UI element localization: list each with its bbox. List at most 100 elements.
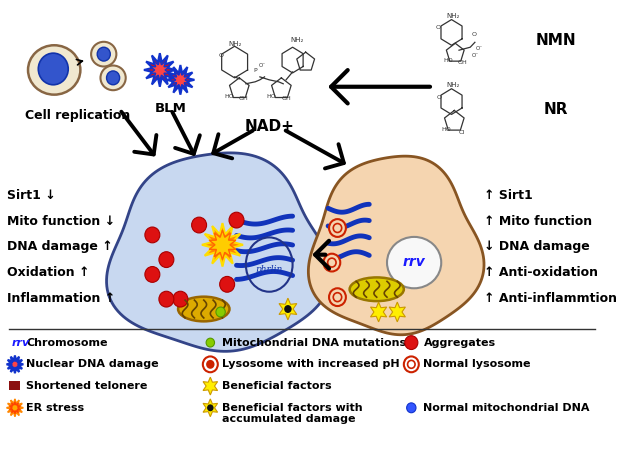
Text: O: O — [472, 33, 476, 38]
Text: O: O — [437, 95, 442, 99]
Text: rrv: rrv — [11, 338, 29, 348]
Polygon shape — [106, 153, 331, 351]
Text: Lysosome with increased pH: Lysosome with increased pH — [223, 360, 400, 369]
Text: O: O — [219, 53, 224, 58]
Circle shape — [203, 356, 218, 372]
Text: Cell replication: Cell replication — [25, 109, 130, 122]
Bar — [10, 381, 20, 390]
Text: Normal mitochondrial DNA: Normal mitochondrial DNA — [424, 403, 590, 413]
Polygon shape — [150, 59, 170, 81]
Text: Aggregates: Aggregates — [424, 338, 495, 348]
Circle shape — [333, 293, 342, 302]
Text: ↑ Anti-oxidation: ↑ Anti-oxidation — [484, 266, 598, 279]
Ellipse shape — [100, 65, 125, 90]
Circle shape — [206, 360, 214, 369]
Text: phrlin: phrlin — [255, 265, 283, 274]
Circle shape — [404, 356, 419, 372]
Circle shape — [229, 212, 244, 228]
Text: OH: OH — [281, 96, 291, 101]
Circle shape — [404, 336, 418, 349]
Text: Mito function ↓: Mito function ↓ — [8, 215, 116, 228]
Ellipse shape — [28, 45, 81, 95]
Text: DNA damage ↑: DNA damage ↑ — [8, 240, 113, 253]
Text: O⁻: O⁻ — [471, 53, 479, 58]
Text: ER stress: ER stress — [26, 403, 84, 413]
Circle shape — [333, 224, 342, 233]
Polygon shape — [209, 230, 236, 260]
Circle shape — [38, 53, 68, 85]
Text: Chromosome: Chromosome — [26, 338, 108, 348]
Text: OH: OH — [458, 60, 468, 65]
Text: Inflammation ↑: Inflammation ↑ — [8, 292, 116, 305]
Polygon shape — [389, 302, 405, 322]
Text: O: O — [436, 26, 441, 30]
Text: ↓ DNA damage: ↓ DNA damage — [484, 240, 590, 253]
Text: Cl: Cl — [459, 130, 465, 135]
Text: ↑ Anti-inflammtion: ↑ Anti-inflammtion — [484, 292, 617, 305]
Polygon shape — [308, 156, 484, 335]
Circle shape — [97, 47, 110, 61]
Circle shape — [159, 252, 174, 267]
Text: NAD+: NAD+ — [244, 120, 294, 134]
Text: ↑ Mito function: ↑ Mito function — [484, 215, 593, 228]
Circle shape — [220, 277, 235, 292]
Text: O⁻: O⁻ — [259, 63, 266, 68]
Text: NH₂: NH₂ — [447, 82, 460, 88]
Text: Nuclear DNA damage: Nuclear DNA damage — [26, 360, 159, 369]
Text: Beneficial factors: Beneficial factors — [223, 381, 332, 391]
Circle shape — [328, 258, 336, 267]
Text: Beneficial factors with: Beneficial factors with — [223, 403, 363, 413]
Text: HO: HO — [441, 127, 451, 132]
Text: Mitochondrial DNA mutations: Mitochondrial DNA mutations — [223, 338, 406, 348]
Polygon shape — [279, 298, 297, 320]
Polygon shape — [166, 65, 195, 95]
Polygon shape — [6, 355, 23, 373]
Text: NH₂: NH₂ — [291, 37, 304, 44]
Polygon shape — [172, 70, 189, 90]
Circle shape — [329, 288, 346, 306]
Text: Normal lysosome: Normal lysosome — [424, 360, 531, 369]
Circle shape — [323, 254, 340, 272]
Circle shape — [173, 291, 188, 307]
Polygon shape — [6, 399, 23, 417]
Circle shape — [216, 307, 225, 317]
Circle shape — [145, 267, 160, 282]
Text: O⁻: O⁻ — [476, 46, 483, 51]
Polygon shape — [144, 53, 176, 87]
Text: rrv: rrv — [403, 255, 426, 268]
Text: NR: NR — [544, 102, 568, 117]
Ellipse shape — [387, 237, 441, 288]
Text: HO: HO — [224, 93, 234, 98]
Polygon shape — [203, 377, 218, 395]
Circle shape — [206, 338, 214, 347]
Text: NMN: NMN — [536, 33, 577, 48]
Circle shape — [406, 403, 416, 413]
Circle shape — [106, 71, 120, 85]
Circle shape — [408, 360, 415, 368]
Ellipse shape — [349, 278, 404, 301]
Text: BLM: BLM — [155, 102, 187, 114]
Text: HO: HO — [266, 93, 276, 98]
Circle shape — [329, 219, 346, 237]
Polygon shape — [202, 223, 243, 267]
Circle shape — [207, 404, 214, 411]
Text: Shortened telonere: Shortened telonere — [26, 381, 148, 391]
Ellipse shape — [91, 42, 116, 66]
Polygon shape — [10, 359, 20, 370]
Polygon shape — [371, 302, 387, 322]
Text: Oxidation ↑: Oxidation ↑ — [8, 266, 90, 279]
Circle shape — [159, 291, 174, 307]
Circle shape — [284, 305, 292, 313]
Circle shape — [191, 217, 207, 233]
Text: P: P — [253, 68, 257, 73]
Polygon shape — [203, 399, 218, 417]
Text: HO: HO — [443, 58, 453, 63]
Text: OH: OH — [239, 96, 249, 101]
Text: NH₂: NH₂ — [228, 41, 241, 47]
Polygon shape — [10, 402, 20, 414]
Text: ↑ Sirt1: ↑ Sirt1 — [484, 189, 533, 202]
Ellipse shape — [178, 297, 230, 322]
Text: NH₂: NH₂ — [447, 13, 460, 19]
Circle shape — [145, 227, 160, 243]
Text: Sirt1 ↓: Sirt1 ↓ — [8, 189, 56, 202]
